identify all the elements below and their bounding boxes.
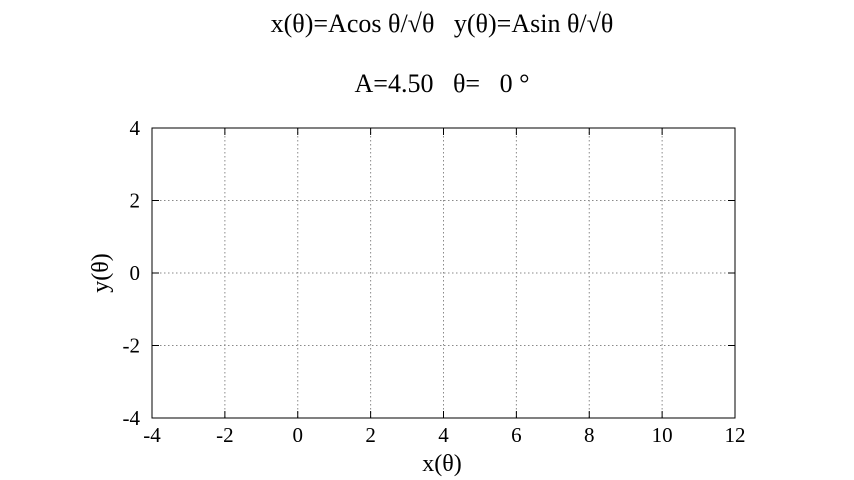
x-axis-tick-labels: -4 -2 0 2 4 6 8 10 12 — [143, 423, 745, 447]
x-tick-label: 6 — [511, 423, 522, 447]
y-axis-tick-labels: -4 -2 0 2 4 — [123, 116, 141, 430]
x-tick-label: 10 — [652, 423, 673, 447]
y-tick-label: 0 — [130, 261, 141, 285]
y-tick-label: -4 — [123, 406, 141, 430]
y-tick-label: 2 — [130, 189, 141, 213]
x-tick-label: 4 — [438, 423, 449, 447]
x-tick-label: 0 — [293, 423, 304, 447]
chart-subtitle: A=4.50 θ= 0 ° — [355, 69, 530, 98]
y-tick-label: 4 — [130, 116, 141, 140]
axis-ticks — [151, 127, 736, 419]
y-axis-label: y(θ) — [88, 253, 114, 292]
grid-lines — [152, 128, 735, 418]
y-tick-label: -2 — [123, 334, 141, 358]
x-axis-label: x(θ) — [422, 451, 461, 477]
x-tick-label: 12 — [725, 423, 746, 447]
x-tick-label: -4 — [143, 423, 161, 447]
x-tick-label: -2 — [216, 423, 234, 447]
x-tick-label: 8 — [584, 423, 595, 447]
x-tick-label: 2 — [365, 423, 376, 447]
chart-title: x(θ)=Acos θ/√θ y(θ)=Asin θ/√θ — [271, 9, 614, 38]
